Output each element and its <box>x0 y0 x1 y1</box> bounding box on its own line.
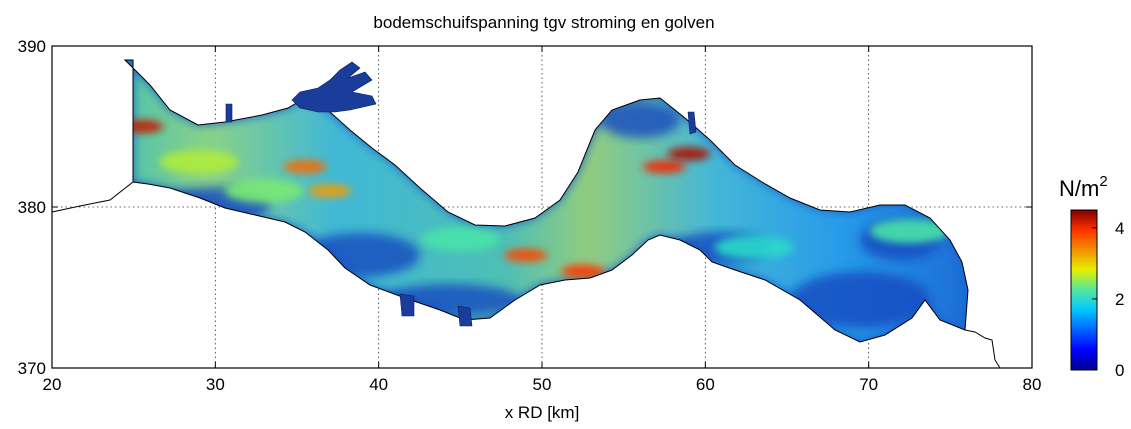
stress-hotspot <box>283 160 327 174</box>
colorbar-ticks: 0 2 4 <box>1092 219 1124 380</box>
harbor-basin <box>291 61 377 113</box>
x-axis: 20 30 40 50 60 70 80 <box>43 46 1042 394</box>
colorbar-unit-base: N/m <box>1059 176 1099 201</box>
stress-hotspot <box>159 149 239 175</box>
y-tick-label: 390 <box>18 37 46 56</box>
harbor-basins <box>225 61 697 327</box>
stress-hotspot <box>420 227 500 252</box>
harbor-basin <box>225 103 233 123</box>
coastline-east <box>964 329 1001 369</box>
stress-hotspot <box>714 235 794 260</box>
y-tick-label: 380 <box>18 198 46 217</box>
stress-hotspot <box>642 160 687 174</box>
grid-lines <box>52 46 1032 368</box>
plot-area: 20 30 40 50 60 70 80 370 380 390 <box>18 37 1042 394</box>
harbor-basin <box>687 111 697 135</box>
colorbar-unit-superscript: 2 <box>1099 173 1107 190</box>
chart-title: bodemschuifspanning tgv stroming en golv… <box>373 13 714 32</box>
stress-hotspot <box>504 248 548 262</box>
stress-hotspot <box>308 184 352 198</box>
coastline <box>51 181 1001 369</box>
colorbar: N/m2 024 <box>1059 173 1124 380</box>
harbor-basin <box>399 293 415 317</box>
stress-hotspot <box>869 219 950 244</box>
x-tick-label: 30 <box>206 375 225 394</box>
colorbar-gradient <box>1070 209 1098 371</box>
x-tick-label: 60 <box>696 375 715 394</box>
coastline-west <box>51 181 134 213</box>
y-tick-label: 370 <box>18 359 46 378</box>
x-tick-label: 40 <box>369 375 388 394</box>
colorbar-tick-label: 4 <box>1115 219 1124 238</box>
y-axis: 370 380 390 <box>18 37 1032 378</box>
colorbar-unit: N/m2 <box>1059 173 1108 201</box>
x-tick-label: 80 <box>1023 375 1042 394</box>
stress-hotspot <box>667 147 711 161</box>
x-tick-label: 20 <box>43 375 62 394</box>
river-channel-field <box>125 60 968 342</box>
river-outline <box>123 59 969 343</box>
stress-hotspot <box>224 178 304 203</box>
x-axis-label: x RD [km] <box>505 403 580 422</box>
harbor-basin <box>457 305 473 327</box>
x-tick-label: 70 <box>859 375 878 394</box>
shallow-zone <box>600 102 680 138</box>
stress-hotspot <box>561 264 605 278</box>
x-tick-label: 50 <box>533 375 552 394</box>
colorbar-tick-label: 0 <box>1115 361 1124 380</box>
shallow-zone <box>790 272 930 328</box>
colorbar-tick-label: 2 <box>1115 290 1124 309</box>
